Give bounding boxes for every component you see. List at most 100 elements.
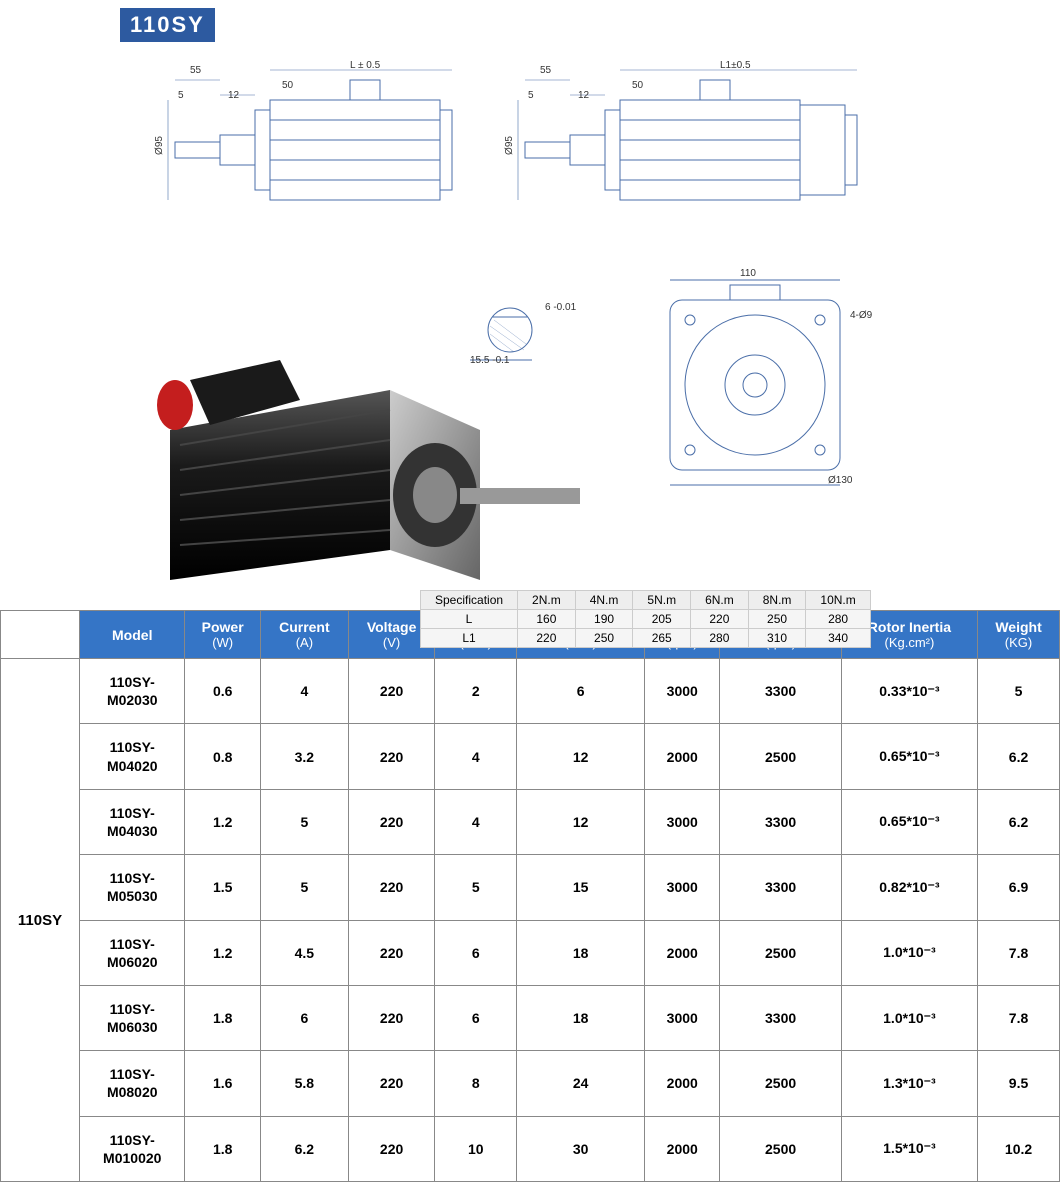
- table-row: 110SY-M040301.25220412300033000.65*10⁻³6…: [1, 789, 1060, 854]
- front-drawing: [620, 260, 880, 500]
- torque-cell: 2: [435, 659, 517, 724]
- model-cell: 110SY-M04020: [80, 724, 185, 789]
- speed-cell: 2000: [645, 920, 720, 985]
- voltage-cell: 220: [348, 920, 434, 985]
- dim-front-square: 110: [740, 268, 756, 279]
- current-cell: 3.2: [260, 724, 348, 789]
- spec-mini-table: Specification 2N.m 4N.m 5N.m 6N.m 8N.m 1…: [420, 590, 871, 648]
- power-cell: 0.8: [185, 724, 260, 789]
- maxspeed-cell: 3300: [720, 789, 841, 854]
- current-cell: 6: [260, 985, 348, 1050]
- torque-cell: 10: [435, 1116, 517, 1181]
- torque-cell: 6: [435, 920, 517, 985]
- speed-cell: 2000: [645, 1051, 720, 1116]
- dim-length-1: L ± 0.5: [350, 60, 380, 71]
- voltage-cell: 220: [348, 1051, 434, 1116]
- maxspeed-cell: 3300: [720, 985, 841, 1050]
- power-cell: 1.8: [185, 985, 260, 1050]
- maxtorque-cell: 18: [517, 920, 645, 985]
- col-model: Model: [80, 611, 185, 659]
- current-cell: 5: [260, 855, 348, 920]
- inertia-cell: 0.65*10⁻³: [841, 789, 977, 854]
- voltage-cell: 220: [348, 789, 434, 854]
- torque-cell: 4: [435, 789, 517, 854]
- maxspeed-cell: 2500: [720, 1051, 841, 1116]
- main-spec-table: Model Power(W) Current(A) Voltage(V) Tor…: [0, 610, 1060, 1182]
- weight-cell: 5: [978, 659, 1060, 724]
- maxspeed-cell: 3300: [720, 855, 841, 920]
- power-cell: 1.2: [185, 789, 260, 854]
- spec-mini-row: L 160190205220250280: [421, 610, 871, 629]
- current-cell: 6.2: [260, 1116, 348, 1181]
- table-row: 110SY-M050301.55220515300033000.82*10⁻³6…: [1, 855, 1060, 920]
- spec-mini-row: L1 220250265280310340: [421, 629, 871, 648]
- power-cell: 1.8: [185, 1116, 260, 1181]
- table-row: 110SY-M060301.86220618300033001.0*10⁻³7.…: [1, 985, 1060, 1050]
- inertia-cell: 0.33*10⁻³: [841, 659, 977, 724]
- power-cell: 1.2: [185, 920, 260, 985]
- weight-cell: 9.5: [978, 1051, 1060, 1116]
- dim-keyway-2: 12: [578, 90, 589, 101]
- power-cell: 1.6: [185, 1051, 260, 1116]
- series-cell: 110SY: [1, 659, 80, 1182]
- maxtorque-cell: 15: [517, 855, 645, 920]
- voltage-cell: 220: [348, 985, 434, 1050]
- dim-overhang-1: 55: [190, 65, 201, 76]
- dim-front-holes: 4-Ø9: [850, 310, 872, 321]
- inertia-cell: 1.3*10⁻³: [841, 1051, 977, 1116]
- maxspeed-cell: 2500: [720, 724, 841, 789]
- dim-length-2: L1±0.5: [720, 60, 751, 71]
- dim-shoulder-1: 50: [282, 80, 293, 91]
- voltage-cell: 220: [348, 724, 434, 789]
- model-cell: 110SY-M05030: [80, 855, 185, 920]
- col-current: Current(A): [260, 611, 348, 659]
- maxtorque-cell: 18: [517, 985, 645, 1050]
- torque-cell: 5: [435, 855, 517, 920]
- maxspeed-cell: 3300: [720, 659, 841, 724]
- dim-shoulder-2: 50: [632, 80, 643, 91]
- current-cell: 4: [260, 659, 348, 724]
- col-power: Power(W): [185, 611, 260, 659]
- spec-mini-header: Specification 2N.m 4N.m 5N.m 6N.m 8N.m 1…: [421, 591, 871, 610]
- dim-keyway-1: 12: [228, 90, 239, 101]
- dim-dia-1: Ø95: [154, 136, 165, 155]
- maxtorque-cell: 12: [517, 789, 645, 854]
- model-cell: 110SY-M02030: [80, 659, 185, 724]
- maxtorque-cell: 12: [517, 724, 645, 789]
- speed-cell: 3000: [645, 789, 720, 854]
- speed-cell: 3000: [645, 659, 720, 724]
- dim-front-pcd: Ø130: [828, 475, 852, 486]
- dim-shaft-tol: 6 -0.01: [545, 302, 576, 313]
- voltage-cell: 220: [348, 659, 434, 724]
- diagram-area: 55 5 12 50 L ± 0.5 Ø95 5: [0, 50, 1060, 610]
- model-cell: 110SY-M010020: [80, 1116, 185, 1181]
- col-weight: Weight(KG): [978, 611, 1060, 659]
- side-drawing-2: [510, 60, 870, 230]
- speed-cell: 2000: [645, 1116, 720, 1181]
- motor-photo: [130, 330, 590, 600]
- weight-cell: 10.2: [978, 1116, 1060, 1181]
- weight-cell: 7.8: [978, 985, 1060, 1050]
- inertia-cell: 1.5*10⁻³: [841, 1116, 977, 1181]
- torque-cell: 4: [435, 724, 517, 789]
- maxtorque-cell: 6: [517, 659, 645, 724]
- current-cell: 5: [260, 789, 348, 854]
- table-row: 110SY-M060201.24.5220618200025001.0*10⁻³…: [1, 920, 1060, 985]
- model-cell: 110SY-M04030: [80, 789, 185, 854]
- series-badge: 110SY: [120, 8, 215, 42]
- dim-step-1: 5: [178, 90, 184, 101]
- weight-cell: 6.9: [978, 855, 1060, 920]
- speed-cell: 2000: [645, 724, 720, 789]
- dim-overhang-2: 55: [540, 65, 551, 76]
- current-cell: 5.8: [260, 1051, 348, 1116]
- table-row: 110SY-M0100201.86.22201030200025001.5*10…: [1, 1116, 1060, 1181]
- power-cell: 1.5: [185, 855, 260, 920]
- table-row: 110SY110SY-M020300.6422026300033000.33*1…: [1, 659, 1060, 724]
- inertia-cell: 0.65*10⁻³: [841, 724, 977, 789]
- maxtorque-cell: 24: [517, 1051, 645, 1116]
- spec-mini-rowheader: Specification: [421, 591, 518, 610]
- current-cell: 4.5: [260, 920, 348, 985]
- maxspeed-cell: 2500: [720, 920, 841, 985]
- weight-cell: 6.2: [978, 724, 1060, 789]
- torque-cell: 6: [435, 985, 517, 1050]
